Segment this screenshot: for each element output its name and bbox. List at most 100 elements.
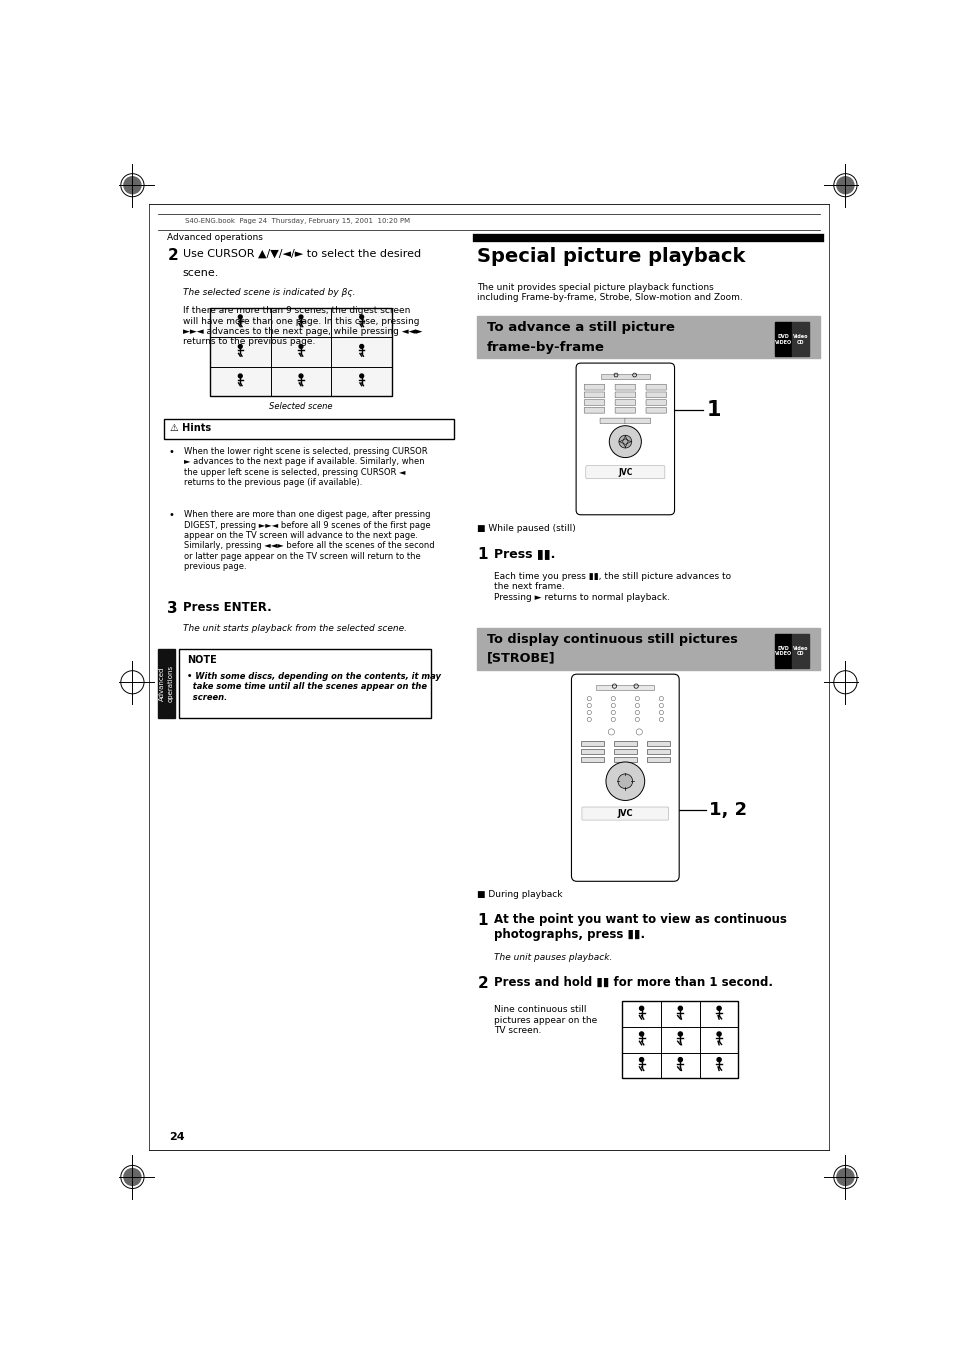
Circle shape	[298, 345, 303, 349]
Text: Video
CD: Video CD	[792, 334, 807, 345]
Text: Advanced operations: Advanced operations	[167, 232, 263, 242]
Bar	[646, 748, 669, 754]
Text: Special picture playback: Special picture playback	[476, 247, 745, 266]
Text: 1: 1	[476, 913, 487, 928]
Circle shape	[639, 1058, 643, 1062]
Circle shape	[359, 315, 363, 319]
FancyBboxPatch shape	[583, 384, 604, 390]
Text: The unit pauses playback.: The unit pauses playback.	[494, 952, 612, 962]
Text: ■ While paused (still): ■ While paused (still)	[476, 524, 576, 534]
FancyBboxPatch shape	[615, 400, 635, 405]
Circle shape	[618, 435, 631, 449]
Text: ⚠ Hints: ⚠ Hints	[171, 423, 212, 434]
Text: 1: 1	[476, 547, 487, 562]
Text: Use CURSOR ▲/▼/◄/► to select the desired: Use CURSOR ▲/▼/◄/► to select the desired	[183, 249, 420, 258]
Text: Press ▮▮.: Press ▮▮.	[494, 547, 556, 561]
Text: S40-ENG.book  Page 24  Thursday, February 15, 2001  10:20 PM: S40-ENG.book Page 24 Thursday, February …	[185, 218, 410, 223]
Text: DVD
VIDEO: DVD VIDEO	[774, 646, 791, 657]
Bar	[210, 308, 392, 396]
Text: Press ENTER.: Press ENTER.	[183, 601, 272, 613]
Text: 1, 2: 1, 2	[708, 801, 746, 820]
Text: The selected scene is indicated by βς.: The selected scene is indicated by βς.	[183, 288, 355, 297]
Text: [STROBE]: [STROBE]	[486, 651, 555, 665]
Circle shape	[639, 1032, 643, 1036]
Circle shape	[609, 426, 640, 458]
FancyBboxPatch shape	[599, 419, 625, 423]
FancyBboxPatch shape	[615, 392, 635, 397]
Text: Each time you press ▮▮, the still picture advances to
the next frame.
Pressing ►: Each time you press ▮▮, the still pictur…	[494, 571, 731, 601]
FancyBboxPatch shape	[164, 419, 454, 439]
Circle shape	[238, 345, 242, 349]
Bar	[774, 634, 791, 667]
Text: •: •	[169, 447, 174, 457]
Bar	[600, 374, 649, 380]
Circle shape	[639, 1006, 643, 1011]
Circle shape	[717, 1058, 720, 1062]
FancyBboxPatch shape	[576, 363, 674, 515]
Text: At the point you want to view as continuous
photographs, press ▮▮.: At the point you want to view as continu…	[494, 913, 786, 940]
Bar	[613, 757, 637, 762]
Text: 3: 3	[167, 601, 178, 616]
Text: scene.: scene.	[183, 267, 219, 277]
Bar	[476, 628, 819, 670]
FancyBboxPatch shape	[645, 400, 666, 405]
FancyBboxPatch shape	[585, 466, 664, 478]
FancyBboxPatch shape	[583, 400, 604, 405]
Text: Advanced
operations: Advanced operations	[159, 665, 173, 703]
Circle shape	[359, 345, 363, 349]
Text: When the lower right scene is selected, pressing CURSOR
► advances to the next p: When the lower right scene is selected, …	[184, 447, 428, 488]
Text: When there are more than one digest page, after pressing
DIGEST, pressing ►►◄ be: When there are more than one digest page…	[184, 511, 435, 571]
Text: To display continuous still pictures: To display continuous still pictures	[486, 632, 737, 646]
Circle shape	[605, 762, 644, 800]
Circle shape	[238, 315, 242, 319]
Bar	[774, 323, 791, 357]
Bar	[613, 742, 637, 746]
Text: • With some discs, depending on the contents, it may
  take some time until all : • With some discs, depending on the cont…	[187, 671, 440, 701]
Bar	[476, 316, 819, 358]
FancyBboxPatch shape	[571, 674, 679, 881]
Text: DVD
VIDEO: DVD VIDEO	[774, 334, 791, 345]
Circle shape	[678, 1058, 681, 1062]
Circle shape	[717, 1006, 720, 1011]
Text: Selected scene: Selected scene	[269, 403, 333, 411]
Bar	[791, 323, 808, 357]
Text: 2: 2	[167, 249, 178, 263]
Text: 24: 24	[170, 1132, 185, 1143]
Text: •: •	[169, 511, 174, 520]
Circle shape	[359, 374, 363, 378]
Bar	[613, 748, 637, 754]
Circle shape	[836, 177, 853, 193]
FancyBboxPatch shape	[615, 384, 635, 390]
Bar	[646, 742, 669, 746]
Circle shape	[836, 1169, 853, 1185]
Bar	[791, 634, 808, 667]
Bar	[646, 757, 669, 762]
Text: Nine continuous still
pictures appear on the
TV screen.: Nine continuous still pictures appear on…	[494, 1005, 597, 1035]
FancyBboxPatch shape	[624, 419, 650, 423]
Text: To advance a still picture: To advance a still picture	[486, 320, 674, 334]
FancyBboxPatch shape	[645, 392, 666, 397]
Bar	[580, 748, 603, 754]
Circle shape	[678, 1006, 681, 1011]
Text: 1: 1	[705, 400, 720, 420]
Circle shape	[298, 315, 303, 319]
Text: NOTE: NOTE	[187, 655, 216, 665]
Text: frame-by-frame: frame-by-frame	[486, 340, 604, 354]
FancyBboxPatch shape	[645, 408, 666, 413]
FancyBboxPatch shape	[581, 807, 668, 820]
Circle shape	[124, 177, 141, 193]
FancyBboxPatch shape	[583, 392, 604, 397]
Bar	[158, 648, 174, 719]
FancyBboxPatch shape	[615, 408, 635, 413]
Bar	[580, 757, 603, 762]
Circle shape	[124, 1169, 141, 1185]
Text: Press and hold ▮▮ for more than 1 second.: Press and hold ▮▮ for more than 1 second…	[494, 975, 773, 989]
Circle shape	[678, 1032, 681, 1036]
Text: Video
CD: Video CD	[792, 646, 807, 657]
Circle shape	[717, 1032, 720, 1036]
Bar	[621, 1001, 738, 1078]
Circle shape	[238, 374, 242, 378]
Text: The unit provides special picture playback functions
including Frame-by-frame, S: The unit provides special picture playba…	[476, 282, 742, 303]
FancyBboxPatch shape	[645, 384, 666, 390]
Bar	[596, 685, 654, 690]
